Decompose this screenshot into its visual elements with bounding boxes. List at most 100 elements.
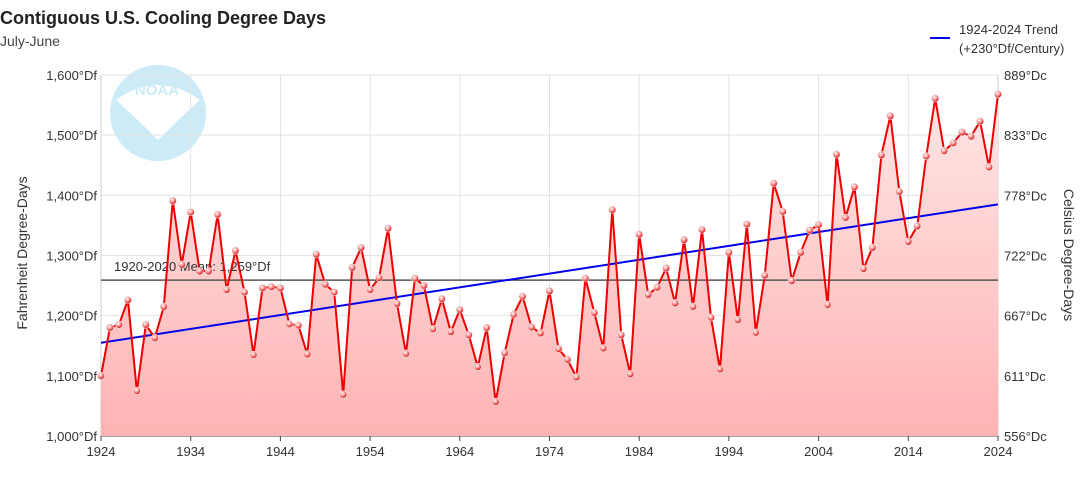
data-point-1987[interactable] bbox=[662, 264, 671, 273]
data-point-1937[interactable] bbox=[213, 210, 222, 219]
data-point-1942[interactable] bbox=[258, 284, 267, 292]
data-point-1954[interactable] bbox=[366, 285, 374, 294]
data-point-1979[interactable] bbox=[590, 308, 599, 317]
data-point-1974[interactable] bbox=[545, 287, 554, 295]
data-point-1930[interactable] bbox=[150, 334, 159, 342]
data-point-1963[interactable] bbox=[446, 328, 455, 336]
data-point-1990[interactable] bbox=[689, 302, 697, 311]
data-point-2024[interactable] bbox=[994, 90, 1002, 99]
data-point-1940[interactable] bbox=[240, 288, 249, 297]
data-point-1981[interactable] bbox=[608, 205, 617, 214]
data-point-1952[interactable] bbox=[348, 263, 357, 272]
data-point-1997[interactable] bbox=[751, 328, 760, 337]
legend[interactable]: 1924-2024 Trend (+230°Df/Century) bbox=[930, 20, 1064, 58]
data-point-2001[interactable] bbox=[787, 276, 796, 285]
data-point-2021[interactable] bbox=[967, 132, 975, 141]
data-point-2020[interactable] bbox=[958, 128, 967, 137]
data-point-1947[interactable] bbox=[303, 350, 312, 359]
data-point-1999[interactable] bbox=[769, 179, 778, 188]
data-point-1972[interactable] bbox=[527, 323, 536, 331]
data-point-2004[interactable] bbox=[814, 220, 823, 229]
data-point-1976[interactable] bbox=[563, 355, 572, 364]
data-point-1959[interactable] bbox=[411, 274, 419, 283]
data-point-1933[interactable] bbox=[177, 260, 186, 269]
data-point-1985[interactable] bbox=[644, 290, 653, 299]
data-point-1929[interactable] bbox=[141, 320, 150, 329]
data-point-1961[interactable] bbox=[428, 325, 437, 333]
data-point-2019[interactable] bbox=[949, 139, 958, 147]
data-point-2016[interactable] bbox=[922, 152, 931, 161]
data-point-2005[interactable] bbox=[823, 300, 832, 309]
data-point-1982[interactable] bbox=[617, 331, 626, 339]
data-point-1966[interactable] bbox=[473, 362, 482, 371]
data-point-1978[interactable] bbox=[581, 274, 590, 283]
data-point-1992[interactable] bbox=[707, 313, 715, 322]
data-point-1962[interactable] bbox=[437, 294, 446, 303]
data-point-1955[interactable] bbox=[375, 273, 383, 282]
data-point-1998[interactable] bbox=[760, 271, 769, 280]
data-point-1935[interactable] bbox=[195, 267, 204, 276]
data-point-2007[interactable] bbox=[841, 213, 850, 222]
data-point-1968[interactable] bbox=[491, 397, 500, 406]
data-point-2022[interactable] bbox=[976, 117, 984, 126]
data-point-1964[interactable] bbox=[455, 305, 464, 314]
data-point-1970[interactable] bbox=[509, 310, 518, 319]
data-point-1926[interactable] bbox=[115, 320, 123, 329]
data-point-1953[interactable] bbox=[357, 243, 366, 252]
data-point-1946[interactable] bbox=[294, 321, 303, 330]
data-point-1995[interactable] bbox=[733, 315, 742, 324]
data-point-2023[interactable] bbox=[985, 163, 993, 171]
data-point-1969[interactable] bbox=[500, 349, 509, 357]
data-point-1941[interactable] bbox=[249, 350, 258, 359]
data-point-1931[interactable] bbox=[159, 302, 168, 311]
data-point-1984[interactable] bbox=[635, 230, 644, 239]
data-point-1971[interactable] bbox=[518, 292, 527, 301]
data-point-1943[interactable] bbox=[267, 282, 276, 291]
data-point-1936[interactable] bbox=[204, 267, 213, 276]
data-point-2006[interactable] bbox=[832, 150, 841, 159]
data-point-1960[interactable] bbox=[420, 281, 428, 290]
data-point-1956[interactable] bbox=[384, 224, 392, 233]
data-point-1988[interactable] bbox=[671, 299, 679, 307]
data-point-1948[interactable] bbox=[312, 250, 321, 259]
data-point-1977[interactable] bbox=[572, 373, 581, 381]
data-point-2009[interactable] bbox=[859, 264, 868, 273]
data-point-1949[interactable] bbox=[321, 280, 330, 289]
data-point-1980[interactable] bbox=[599, 344, 608, 353]
data-point-1986[interactable] bbox=[653, 283, 662, 292]
data-point-1932[interactable] bbox=[168, 196, 177, 205]
data-point-1975[interactable] bbox=[554, 344, 563, 353]
data-point-1945[interactable] bbox=[285, 320, 294, 328]
data-point-2015[interactable] bbox=[913, 222, 922, 230]
data-point-1939[interactable] bbox=[231, 246, 240, 255]
data-point-2018[interactable] bbox=[940, 146, 949, 155]
data-point-1996[interactable] bbox=[742, 220, 751, 229]
data-point-2000[interactable] bbox=[778, 207, 787, 216]
data-point-1925[interactable] bbox=[106, 323, 114, 332]
data-point-1983[interactable] bbox=[626, 370, 635, 378]
data-point-2017[interactable] bbox=[931, 94, 940, 103]
data-point-2010[interactable] bbox=[868, 243, 877, 252]
data-point-1924[interactable] bbox=[97, 371, 105, 380]
data-point-1967[interactable] bbox=[482, 323, 491, 332]
series-markers[interactable] bbox=[97, 90, 1002, 406]
data-point-2013[interactable] bbox=[895, 187, 904, 196]
data-point-1950[interactable] bbox=[330, 288, 339, 297]
data-point-2011[interactable] bbox=[877, 151, 886, 159]
data-point-1957[interactable] bbox=[393, 299, 401, 308]
data-point-1928[interactable] bbox=[132, 386, 141, 395]
data-point-1989[interactable] bbox=[680, 235, 688, 244]
data-point-1927[interactable] bbox=[124, 296, 132, 304]
data-point-2008[interactable] bbox=[850, 183, 859, 191]
data-point-1958[interactable] bbox=[402, 349, 410, 358]
data-point-1965[interactable] bbox=[464, 331, 473, 339]
data-point-2003[interactable] bbox=[805, 226, 814, 235]
data-point-1991[interactable] bbox=[698, 225, 706, 234]
data-point-2012[interactable] bbox=[886, 112, 895, 120]
data-point-1934[interactable] bbox=[186, 208, 195, 217]
data-point-1993[interactable] bbox=[716, 365, 724, 374]
data-point-1938[interactable] bbox=[222, 285, 231, 294]
data-point-1944[interactable] bbox=[276, 284, 285, 292]
data-point-1951[interactable] bbox=[339, 390, 348, 399]
data-point-1973[interactable] bbox=[536, 329, 545, 338]
